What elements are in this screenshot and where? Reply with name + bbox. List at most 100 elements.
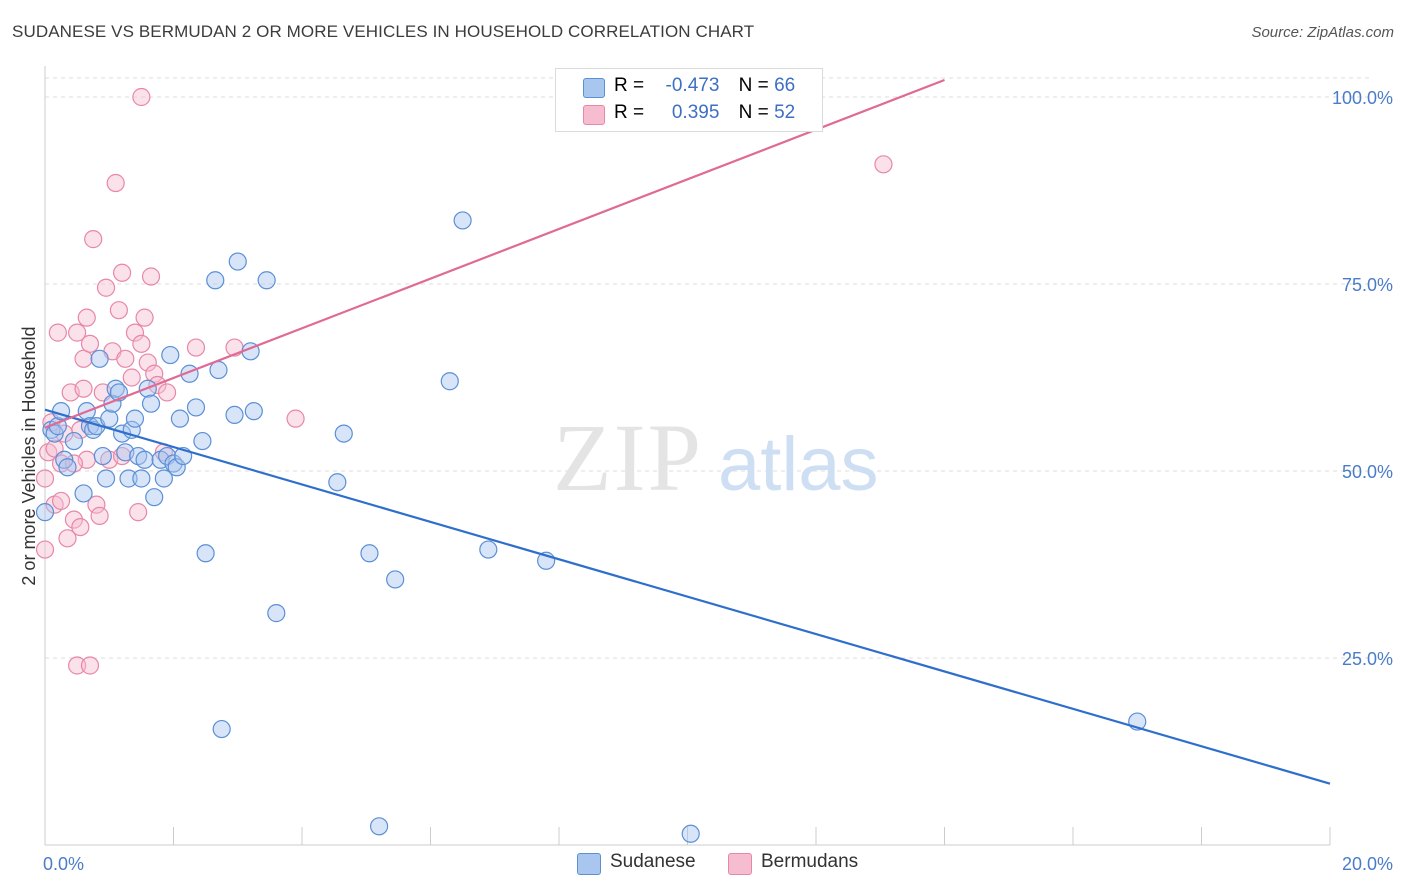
sudanese-point — [135, 450, 154, 469]
source-label: Source: ZipAtlas.com — [1251, 24, 1394, 41]
bermudan-point — [132, 87, 151, 107]
bermudan-point — [74, 379, 93, 398]
bermudan-point — [145, 364, 164, 383]
sudanese-point — [145, 488, 164, 507]
bermudan-point — [68, 656, 87, 675]
n-label: N = — [738, 75, 769, 96]
watermark: ZIP atlas — [553, 404, 879, 511]
grid-lines — [45, 77, 1370, 659]
bermudan-point — [35, 540, 55, 559]
tick-labels: 100.0% 75.0% 50.0% 25.0% 0.0% 20.0% — [43, 88, 1393, 874]
sudanese-point — [35, 503, 55, 522]
bermudan-point — [874, 155, 893, 174]
correlation-legend: R = -0.473 N = 66 R = 0.395 N = 52 — [555, 68, 823, 132]
sudanese-point — [209, 360, 228, 380]
sudanese-point — [257, 271, 276, 290]
bermudan-trend-line — [44, 78, 945, 429]
sudanese-point — [453, 211, 472, 230]
bermudan-point — [58, 529, 77, 548]
legend-row-sudanese: R = -0.473 N = 66 — [614, 75, 795, 97]
bermudan-point — [51, 491, 71, 511]
chart-title: SUDANESE VS BERMUDAN 2 OR MORE VEHICLES … — [12, 22, 755, 41]
y-tick-label: 75.0% — [1342, 275, 1393, 295]
sudanese-point — [479, 540, 498, 559]
axes — [44, 66, 1331, 846]
bermudan-point — [71, 517, 90, 537]
bermudan-legend-label: Bermudans — [761, 851, 859, 872]
n-value-bermudan: 52 — [774, 102, 796, 123]
bermudan-point — [138, 353, 157, 372]
r-value-bermudan: 0.395 — [671, 102, 720, 123]
sudanese-point — [132, 469, 151, 488]
sudanese-points — [35, 211, 1147, 843]
bermudan-point — [125, 323, 145, 342]
x-tick-label: 0.0% — [43, 854, 84, 874]
sudanese-point — [125, 409, 145, 428]
watermark-zip: ZIP — [553, 404, 703, 511]
legend-row-bermudan: R = 0.395 N = 52 — [614, 102, 795, 124]
sudanese-point — [370, 817, 389, 836]
sudanese-point — [154, 469, 173, 488]
sudanese-point — [161, 345, 180, 365]
sudanese-point — [244, 402, 263, 421]
y-tick-label: 25.0% — [1342, 649, 1393, 669]
sudanese-point — [74, 484, 93, 503]
bermudan-legend-swatch — [728, 853, 752, 875]
sudanese-point — [100, 409, 119, 428]
sudanese-trend-line — [44, 408, 1331, 785]
sudanese-point — [93, 446, 112, 466]
r-label: R = — [614, 75, 645, 96]
watermark-atlas: atlas — [718, 422, 879, 507]
sudanese-point — [186, 398, 206, 417]
bermudan-point — [77, 308, 96, 327]
sudanese-point — [90, 349, 109, 368]
r-value-sudanese: -0.473 — [665, 75, 720, 96]
n-label: N = — [738, 102, 769, 123]
bermudan-point — [48, 323, 67, 342]
bermudan-point — [109, 301, 128, 320]
sudanese-point — [141, 394, 161, 413]
sudanese-point — [96, 469, 116, 488]
sudanese-point — [386, 570, 405, 589]
sudanese-point — [225, 405, 244, 424]
sudanese-point — [58, 458, 77, 477]
trend-lines — [44, 78, 1331, 785]
sudanese-point — [267, 604, 286, 623]
sudanese-point — [119, 469, 138, 488]
bermudan-point — [112, 263, 132, 282]
y-axis-label: 2 or more Vehicles in Household — [19, 326, 39, 585]
sudanese-legend-swatch — [577, 853, 601, 875]
sudanese-point — [170, 409, 190, 428]
bermudan-point — [96, 278, 116, 297]
sudanese-point — [196, 544, 215, 563]
bermudan-point — [157, 383, 177, 402]
r-label: R = — [614, 102, 645, 123]
x-tick-label: 20.0% — [1342, 854, 1393, 874]
bermudan-point — [141, 267, 161, 286]
sudanese-point — [64, 431, 84, 451]
y-tick-label: 50.0% — [1342, 462, 1393, 482]
sudanese-point — [167, 458, 186, 477]
sudanese-point — [681, 824, 700, 843]
sudanese-point — [206, 271, 225, 290]
bermudan-point — [87, 495, 106, 514]
bermudan-swatch — [583, 105, 605, 125]
sudanese-point — [440, 372, 459, 391]
n-value-sudanese: 66 — [774, 75, 796, 96]
bermudan-point — [106, 173, 125, 193]
bermudan-point — [122, 368, 141, 387]
bermudan-point — [135, 308, 154, 327]
bermudan-point — [80, 656, 100, 675]
bermudan-point — [80, 334, 100, 353]
sudanese-point — [360, 544, 379, 563]
bermudan-point — [129, 503, 148, 522]
sudanese-swatch — [583, 78, 605, 98]
bermudan-point — [64, 510, 84, 529]
sudanese-point — [334, 424, 353, 443]
y-tick-label: 100.0% — [1332, 88, 1393, 108]
sudanese-point — [328, 473, 347, 492]
bermudan-points — [35, 87, 893, 675]
bermudan-point — [68, 323, 87, 342]
bermudan-point — [84, 230, 103, 249]
